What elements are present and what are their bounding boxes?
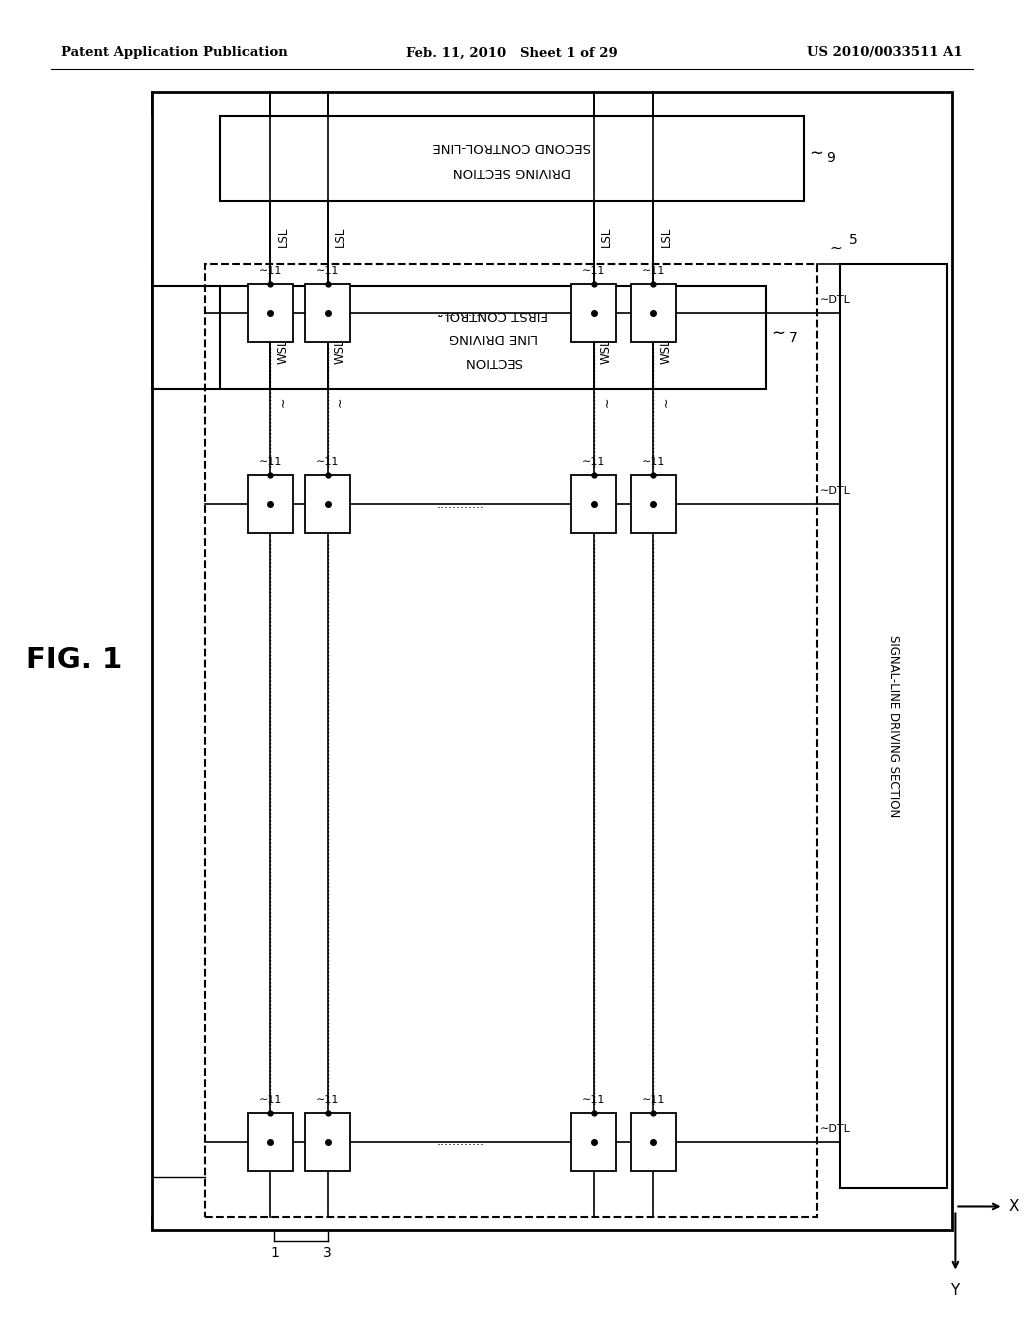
Text: Patent Application Publication: Patent Application Publication — [61, 46, 288, 59]
Bar — [248, 475, 293, 533]
Text: ∼: ∼ — [276, 396, 290, 407]
Text: ∼: ∼ — [829, 240, 842, 256]
Bar — [631, 1113, 676, 1171]
Bar — [220, 116, 804, 201]
Text: 5: 5 — [849, 234, 858, 247]
Bar — [305, 475, 350, 533]
Bar — [571, 284, 616, 342]
Text: US 2010/0033511 A1: US 2010/0033511 A1 — [807, 46, 963, 59]
Bar — [248, 284, 293, 342]
Text: LSL: LSL — [659, 227, 673, 247]
Text: WSL: WSL — [600, 338, 613, 364]
Bar — [152, 92, 952, 1230]
Text: ∼: ∼ — [334, 282, 347, 292]
Text: ∼11: ∼11 — [316, 1094, 339, 1105]
Text: ∼: ∼ — [276, 282, 290, 292]
Text: ∼11: ∼11 — [583, 265, 605, 276]
Text: ∼11: ∼11 — [259, 457, 282, 467]
Bar — [305, 1113, 350, 1171]
Text: LSL: LSL — [334, 227, 347, 247]
Text: ∼11: ∼11 — [583, 457, 605, 467]
Text: ............: ............ — [437, 498, 484, 511]
Bar — [205, 264, 817, 1217]
Text: ∼11: ∼11 — [583, 1094, 605, 1105]
Text: ∼: ∼ — [771, 323, 785, 342]
Text: ∼DTL: ∼DTL — [820, 486, 851, 496]
Text: ∼11: ∼11 — [642, 265, 665, 276]
Text: LSL: LSL — [276, 227, 290, 247]
Text: Y: Y — [950, 1283, 959, 1298]
Text: ∼11: ∼11 — [642, 1094, 665, 1105]
Text: FIG. 1: FIG. 1 — [26, 645, 122, 675]
Text: 9: 9 — [826, 152, 836, 165]
Text: ............: ............ — [437, 1135, 484, 1148]
Text: SECOND CONTROL-LINE: SECOND CONTROL-LINE — [433, 140, 591, 153]
Bar — [631, 475, 676, 533]
Text: ∼DTL: ∼DTL — [820, 1123, 851, 1134]
Text: SIGNAL-LINE DRIVING SECTION: SIGNAL-LINE DRIVING SECTION — [887, 635, 900, 817]
Text: ∼: ∼ — [809, 144, 823, 162]
Bar — [305, 284, 350, 342]
Text: 1: 1 — [270, 1246, 279, 1261]
Text: SECTION: SECTION — [464, 355, 522, 368]
Bar — [220, 286, 766, 389]
Text: ∼DTL: ∼DTL — [820, 294, 851, 305]
Text: ∼: ∼ — [600, 396, 613, 407]
Text: LINE DRIVING: LINE DRIVING — [449, 331, 538, 345]
Text: DRIVING SECTION: DRIVING SECTION — [453, 165, 571, 178]
Text: Feb. 11, 2010   Sheet 1 of 29: Feb. 11, 2010 Sheet 1 of 29 — [407, 46, 617, 59]
Text: ∼: ∼ — [600, 282, 613, 292]
Text: ∼11: ∼11 — [316, 265, 339, 276]
Bar — [840, 264, 947, 1188]
Text: LSL: LSL — [600, 227, 613, 247]
Text: FIRST CONTROL-: FIRST CONTROL- — [438, 308, 548, 321]
Text: WSL: WSL — [334, 338, 347, 364]
Text: WSL: WSL — [276, 338, 290, 364]
Text: WSL: WSL — [659, 338, 673, 364]
Bar — [631, 284, 676, 342]
Text: 7: 7 — [788, 331, 798, 345]
Text: 3: 3 — [324, 1246, 332, 1261]
Bar — [571, 1113, 616, 1171]
Bar — [571, 475, 616, 533]
Text: ∼11: ∼11 — [316, 457, 339, 467]
Text: ∼11: ∼11 — [259, 265, 282, 276]
Text: ∼11: ∼11 — [259, 1094, 282, 1105]
Text: ............: ............ — [437, 306, 484, 319]
Text: ∼11: ∼11 — [642, 457, 665, 467]
Bar — [248, 1113, 293, 1171]
Text: ∼: ∼ — [659, 282, 673, 292]
Text: X: X — [1009, 1199, 1019, 1214]
Text: ∼: ∼ — [659, 396, 673, 407]
Text: ∼: ∼ — [334, 396, 347, 407]
